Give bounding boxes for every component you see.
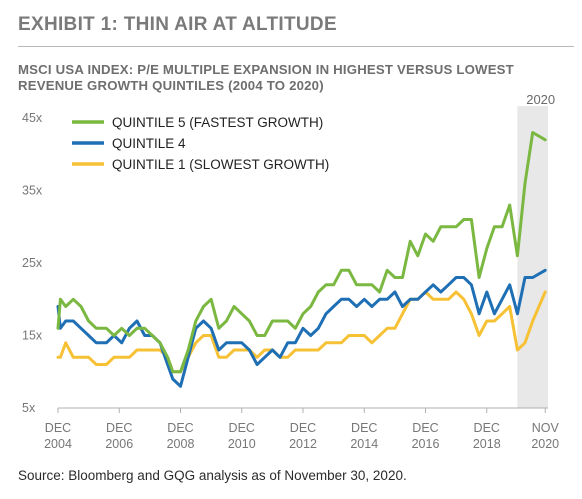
y-tick-label: 45x [22, 111, 43, 125]
exhibit-title: EXHIBIT 1: THIN AIR AT ALTITUDE [18, 14, 337, 35]
y-tick-label: 25x [22, 256, 43, 270]
y-axis: 45x 35x 25x 15x 5x [22, 111, 43, 415]
x-tick-label-month: NOV [532, 421, 560, 435]
x-tick-label-year: 2010 [228, 437, 256, 451]
x-tick-label-month: DEC [351, 421, 377, 435]
x-tick-label-year: 2014 [350, 437, 378, 451]
x-axis: DEC 2004 DEC 2006 DEC 2008 DEC 2010 DEC 2012 DEC 20… [44, 408, 559, 451]
series-line-q1 [56, 290, 547, 374]
x-tick-label-year: 2016 [412, 437, 440, 451]
y-tick-label: 35x [22, 184, 43, 198]
series-line-q4 [56, 268, 547, 388]
x-tick-label-month: DEC [474, 421, 500, 435]
x-tick-label-year: 2020 [531, 437, 559, 451]
series-lines [56, 131, 547, 388]
source-note: Source: Bloomberg and GQG analysis as of… [18, 468, 407, 483]
y-tick-label: 15x [22, 329, 43, 343]
x-tick-label-year: 2004 [44, 437, 72, 451]
x-tick-label-month: DEC [290, 421, 316, 435]
legend: QUINTILE 5 (FASTEST GROWTH) QUINTILE 4 QUI… [72, 115, 329, 172]
x-tick-label-month: DEC [229, 421, 255, 435]
x-tick-label-month: DEC [45, 421, 71, 435]
chart-subtitle: MSCI USA INDEX: P/E MULTIPLE EXPANSION I… [18, 62, 514, 93]
x-tick-label-year: 2006 [105, 437, 133, 451]
legend-label-q5: QUINTILE 5 (FASTEST GROWTH) [112, 115, 323, 130]
y-tick-label: 5x [22, 401, 36, 415]
highlight-band-label: 2020 [526, 92, 555, 107]
x-tick-label-month: DEC [412, 421, 438, 435]
highlight-band-2020 [517, 106, 548, 408]
x-tick-label-year: 2018 [473, 437, 501, 451]
series-line-q5 [56, 131, 547, 374]
legend-label-q1: QUINTILE 1 (SLOWEST GROWTH) [112, 157, 329, 172]
title-divider [18, 46, 574, 47]
x-tick-label-month: DEC [167, 421, 193, 435]
legend-label-q4: QUINTILE 4 [112, 136, 186, 151]
x-tick-label-month: DEC [106, 421, 132, 435]
x-tick-label-year: 2012 [289, 437, 317, 451]
x-tick-label-year: 2008 [167, 437, 195, 451]
